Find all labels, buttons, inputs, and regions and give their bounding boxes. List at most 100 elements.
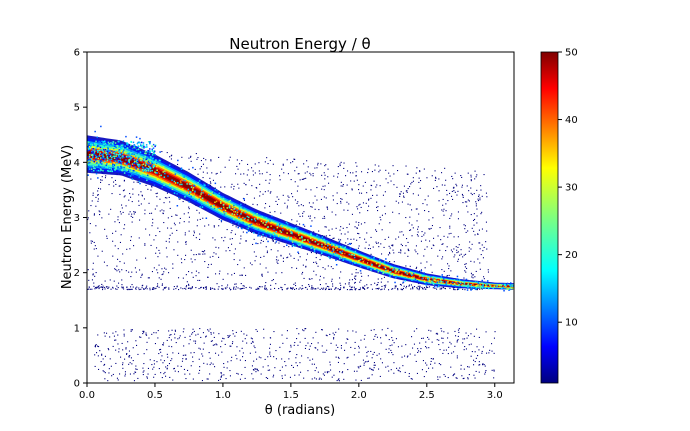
scatter-point xyxy=(425,371,427,373)
scatter-point xyxy=(319,279,321,281)
density-speckle xyxy=(375,262,378,265)
scatter-point xyxy=(210,287,212,289)
scatter-point xyxy=(310,206,312,208)
scatter-point xyxy=(89,232,91,234)
density-speckle xyxy=(487,287,490,290)
density-speckle xyxy=(87,148,90,150)
scatter-point xyxy=(475,201,477,203)
scatter-point xyxy=(92,273,94,275)
scatter-point xyxy=(177,254,179,256)
scatter-point xyxy=(480,254,482,256)
scatter-point xyxy=(250,342,252,344)
scatter-point xyxy=(100,179,102,181)
density-speckle xyxy=(512,288,514,290)
density-speckle xyxy=(171,179,173,181)
density-speckle xyxy=(147,160,150,163)
scatter-point xyxy=(192,276,194,278)
density-speckle xyxy=(108,150,110,152)
scatter-point xyxy=(298,173,300,175)
scatter-point xyxy=(424,267,426,269)
scatter-point xyxy=(367,287,369,289)
scatter-point xyxy=(480,213,482,215)
scatter-point xyxy=(351,189,353,191)
scatter-point xyxy=(141,273,143,275)
scatter-point xyxy=(206,167,208,169)
scatter-point xyxy=(424,210,426,212)
scatter-point xyxy=(491,343,493,345)
scatter-point xyxy=(304,328,306,330)
scatter-point xyxy=(272,279,274,281)
density-speckle xyxy=(325,247,327,249)
scatter-point xyxy=(256,358,258,360)
density-speckle xyxy=(119,152,121,154)
density-speckle xyxy=(103,143,105,145)
scatter-point xyxy=(442,342,444,344)
scatter-point xyxy=(483,276,485,278)
scatter-point xyxy=(281,168,283,170)
scatter-point xyxy=(121,279,123,281)
density-speckle xyxy=(212,192,215,194)
density-speckle xyxy=(199,195,201,197)
scatter-point xyxy=(210,184,212,186)
scatter-point xyxy=(319,288,321,290)
scatter-point xyxy=(145,332,147,334)
density-speckle xyxy=(95,159,97,161)
density-speckle xyxy=(243,219,246,221)
scatter-point xyxy=(128,271,130,273)
scatter-point xyxy=(485,241,487,243)
scatter-point xyxy=(244,338,246,340)
density-speckle xyxy=(128,155,130,158)
scatter-point xyxy=(401,245,403,247)
scatter-point xyxy=(470,176,472,178)
scatter-point xyxy=(393,252,395,254)
scatter-point xyxy=(264,358,266,360)
density-speckle xyxy=(158,159,161,162)
scatter-point xyxy=(161,284,163,286)
scatter-point xyxy=(231,183,233,185)
density-speckle xyxy=(106,150,108,152)
scatter-point xyxy=(347,170,349,172)
scatter-point xyxy=(466,267,468,269)
density-speckle xyxy=(453,283,456,285)
density-speckle xyxy=(142,144,145,146)
scatter-point xyxy=(233,288,235,290)
scatter-point xyxy=(454,254,456,256)
density-speckle xyxy=(212,205,214,207)
density-speckle xyxy=(486,283,489,286)
density-speckle xyxy=(308,241,311,243)
scatter-point xyxy=(193,254,195,256)
scatter-point xyxy=(142,371,144,373)
scatter-point xyxy=(351,273,353,275)
scatter-point xyxy=(461,184,463,186)
density-speckle xyxy=(137,141,139,144)
scatter-point xyxy=(289,350,291,352)
scatter-point xyxy=(251,167,253,169)
scatter-point xyxy=(198,347,200,349)
scatter-point xyxy=(129,211,131,213)
density-speckle xyxy=(414,278,417,280)
scatter-point xyxy=(476,222,478,224)
scatter-point xyxy=(202,171,204,173)
scatter-point xyxy=(224,166,226,168)
density-band xyxy=(87,125,514,292)
density-speckle xyxy=(434,281,437,283)
scatter-point xyxy=(199,348,201,350)
scatter-point xyxy=(124,195,126,197)
scatter-point xyxy=(444,167,446,169)
density-speckle xyxy=(224,209,227,212)
scatter-point xyxy=(167,356,169,358)
density-speckle xyxy=(159,159,161,162)
scatter-point xyxy=(129,193,131,195)
scatter-point xyxy=(366,352,368,354)
scatter-point xyxy=(419,170,421,172)
scatter-point xyxy=(229,345,231,347)
scatter-point xyxy=(138,237,140,239)
density-speckle xyxy=(102,158,104,161)
scatter-point xyxy=(364,222,366,224)
density-speckle xyxy=(406,272,409,274)
scatter-point xyxy=(392,354,394,356)
scatter-point xyxy=(255,351,257,353)
density-speckle xyxy=(286,228,289,231)
scatter-point xyxy=(205,335,207,337)
scatter-point xyxy=(356,370,358,372)
